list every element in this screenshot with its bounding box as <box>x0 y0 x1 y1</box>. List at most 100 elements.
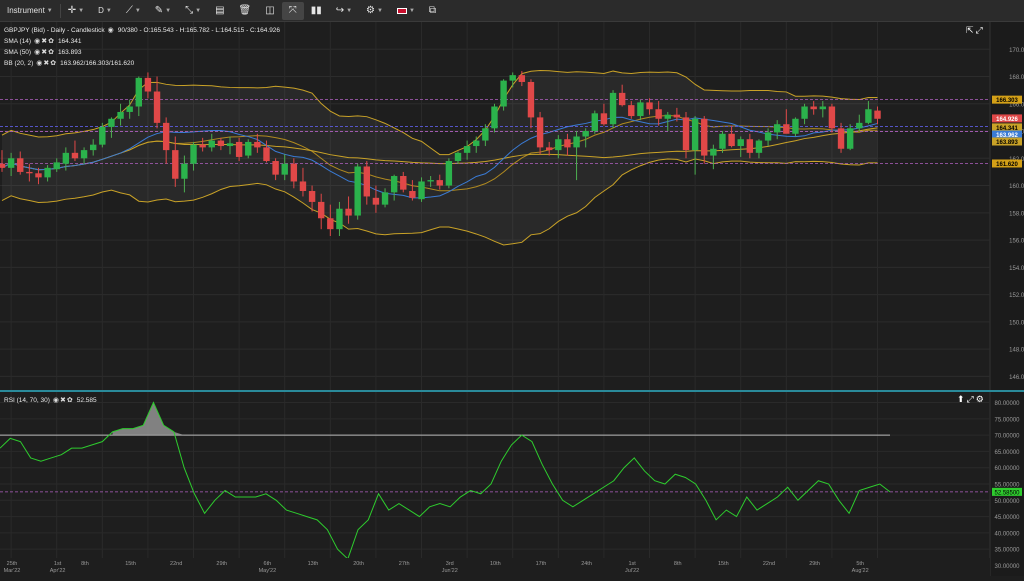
uk-flag-icon <box>396 7 407 14</box>
screenshot-button[interactable]: ⧉ <box>422 0 443 22</box>
candle-body <box>418 181 425 200</box>
candle-body <box>819 106 826 110</box>
indicators-icon: ▮▮ <box>310 5 322 16</box>
settings-button[interactable]: ⚙ ▼ <box>359 0 390 22</box>
price-tag-sma14: 164.341 <box>996 126 1018 132</box>
sma14-line <box>1 116 878 199</box>
candle-body <box>409 191 416 198</box>
rsi-y-tick-label: 65.00000 <box>994 450 1020 456</box>
rsi-pane[interactable]: 80.00000 75.00000 70.00000 65.00000 60.00000… <box>0 392 1024 576</box>
rsi-pane-controls[interactable]: ⬆⤢⚙ <box>957 394 986 405</box>
main-chart-pane[interactable]: 170.000168.000166.000164.000162.000160.0… <box>0 22 1024 390</box>
candle-body <box>609 92 617 125</box>
candle-body <box>582 131 589 137</box>
candle-body <box>336 208 343 230</box>
y-tick-label: 168.000 <box>1009 75 1024 81</box>
x-tick-label: 8th <box>81 561 89 567</box>
share-button[interactable]: ↪ ▼ <box>329 0 359 22</box>
candle-body <box>245 141 252 156</box>
candle-body <box>181 163 188 179</box>
ohlc-readout: 90/380 - O:165.543 - H:165.782 - L:164.5… <box>117 26 281 34</box>
indicators-button[interactable]: ▮▮ <box>304 0 329 22</box>
language-button[interactable]: ▼ <box>390 0 422 22</box>
candle-body <box>664 114 671 119</box>
price-tag-mid-bg <box>992 137 1022 146</box>
candle-body <box>17 158 24 172</box>
delete-button[interactable]: 🗑 <box>232 0 259 22</box>
eye-close-settings-icon[interactable]: ◉✖✿ <box>52 397 74 404</box>
x-tick-label: 15th <box>125 561 136 567</box>
candle-body <box>600 113 608 125</box>
candle-body <box>35 173 42 178</box>
eye-close-settings-icon[interactable]: ◉✖✿ <box>34 49 55 56</box>
pen-tool-button[interactable]: ✎ ▼ <box>148 0 178 22</box>
x-tick-label: 8th <box>674 561 682 567</box>
x-tick-label: 27th <box>399 561 410 567</box>
candle-body <box>62 152 70 164</box>
candle-body <box>728 133 735 147</box>
eye-icon[interactable]: ◉ <box>107 27 115 34</box>
candle-body <box>172 150 179 179</box>
timeframe-dropdown[interactable]: D ▼ <box>91 0 119 22</box>
candlestick-chart[interactable]: 170.000168.000166.000164.000162.000160.0… <box>0 22 1024 390</box>
candle-body <box>153 91 161 123</box>
pane-controls-icon[interactable]: ⬆⤢⚙ <box>957 394 986 404</box>
instrument-label: Instrument <box>7 6 45 15</box>
candle-body <box>354 166 361 216</box>
sma50-line <box>1 127 878 171</box>
chevron-down-icon: ▼ <box>78 7 85 14</box>
x-tick-month: Apr'22 <box>50 568 66 574</box>
delete-icon: 🗑 <box>238 5 252 16</box>
candle-body <box>546 147 553 151</box>
rsi-chart[interactable]: 80.00000 75.00000 70.00000 65.00000 60.00000… <box>0 392 1024 576</box>
line-tool-button[interactable]: ⟋ ▼ <box>119 0 148 22</box>
candle-body <box>263 147 270 162</box>
candle-body <box>846 128 854 149</box>
timeframe-label: D <box>98 6 104 15</box>
rsi-line <box>0 401 891 560</box>
rsi-y-tick-label: 30.00000 <box>994 564 1020 570</box>
x-tick-label: 10th <box>490 561 501 567</box>
chevron-down-icon: ▼ <box>408 7 415 14</box>
price-tag-upper-band-bg <box>992 95 1022 104</box>
candle-body <box>90 144 97 151</box>
candle-body <box>810 106 817 110</box>
screenshot-icon: ⧉ <box>428 5 437 16</box>
text-tool-button[interactable]: ▤ <box>208 0 231 22</box>
fullscreen-icon: ⤧ <box>288 5 297 16</box>
eye-close-settings-icon[interactable]: ◉✖✿ <box>34 38 55 45</box>
x-tick-day: 6th <box>264 561 272 567</box>
instrument-dropdown[interactable]: Instrument ▼ <box>0 0 60 22</box>
x-tick-month: Aug'22 <box>852 568 869 574</box>
sma50-value: 163.893 <box>57 48 82 56</box>
bb-lower-line <box>1 158 878 246</box>
x-tick-day: 5th <box>856 561 864 567</box>
x-tick-label: 22nd <box>763 561 775 567</box>
x-tick-label: 29th <box>216 561 227 567</box>
pane-divider[interactable] <box>0 390 1024 392</box>
expand-collapse-icon[interactable]: ⇱⤢ <box>966 25 985 35</box>
x-tick-month: Jun'22 <box>442 568 458 574</box>
candle-body <box>144 77 152 92</box>
candle-body <box>628 105 635 117</box>
layout-button[interactable]: ◫ <box>258 0 281 22</box>
sma14-label: SMA (14) <box>4 37 32 45</box>
trend-tool-button[interactable]: ⤡ ▼ <box>178 0 208 22</box>
candle-body <box>327 218 334 230</box>
chart-title: GBPJPY (Bid) - Daily - Candlestick <box>4 26 105 34</box>
candle-body <box>53 162 60 170</box>
fullscreen-button[interactable]: ⤧ <box>281 1 304 20</box>
candle-body <box>536 117 544 148</box>
candle-body <box>682 117 690 151</box>
candle-body <box>381 192 389 205</box>
candle-body <box>764 132 772 141</box>
main-pane-controls[interactable]: ⇱⤢ <box>966 25 985 36</box>
candle-body <box>126 106 133 112</box>
candle-body <box>555 139 562 151</box>
rsi-axis-bg <box>990 392 1024 576</box>
y-tick-label: 166.000 <box>1009 102 1024 108</box>
candle-body <box>691 118 699 151</box>
crosshair-button[interactable]: ✛ ▼ <box>61 0 91 22</box>
eye-close-settings-icon[interactable]: ◉✖✿ <box>36 60 58 67</box>
bollinger-band-fill <box>2 70 878 246</box>
